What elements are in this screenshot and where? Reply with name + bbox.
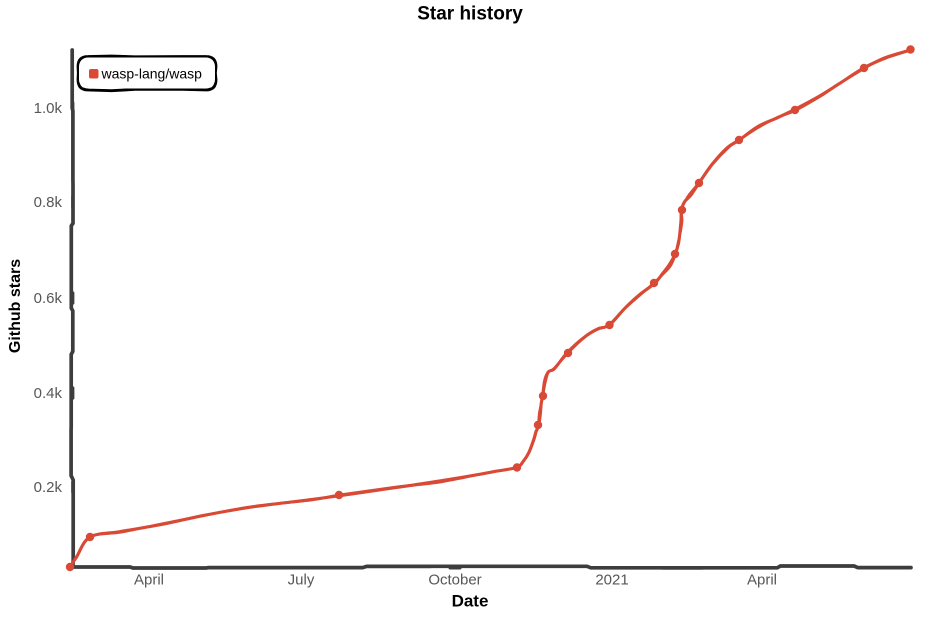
svg-text:0.4k: 0.4k [34, 385, 63, 402]
svg-text:wasp-lang/wasp: wasp-lang/wasp [101, 66, 203, 82]
svg-text:April: April [747, 572, 777, 589]
svg-text:October: October [428, 572, 481, 589]
svg-text:0.8k: 0.8k [34, 194, 63, 211]
svg-text:1.0k: 1.0k [34, 100, 63, 117]
svg-text:Github stars: Github stars [7, 259, 24, 353]
svg-text:2021: 2021 [595, 572, 628, 589]
svg-text:April: April [134, 572, 164, 589]
svg-text:0.2k: 0.2k [34, 479, 63, 496]
svg-text:Date: Date [452, 592, 489, 611]
svg-text:0.6k: 0.6k [34, 290, 63, 307]
svg-text:Star history: Star history [417, 4, 523, 25]
svg-text:July: July [288, 572, 315, 589]
